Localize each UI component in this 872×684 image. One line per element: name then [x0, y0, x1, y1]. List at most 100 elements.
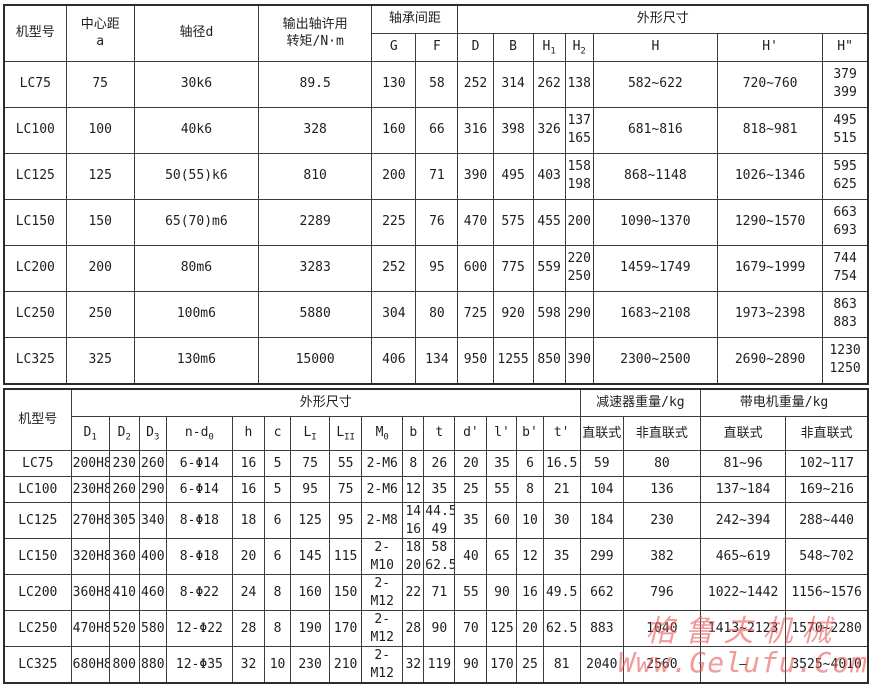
header-bearing-span: 轴承间距: [372, 5, 458, 33]
value-cell: 2040: [580, 647, 623, 684]
value-cell: 8: [265, 611, 291, 647]
value-cell: 32: [403, 647, 424, 684]
value-cell: 230H8: [71, 477, 109, 503]
value-cell: 465~619: [701, 539, 786, 575]
value-cell: 49.5: [543, 575, 580, 611]
header-col-direct-coupled: 直联式: [580, 417, 623, 451]
header-col-t-prime: t': [543, 417, 580, 451]
value-cell: 150: [330, 575, 362, 611]
value-cell: 595 625: [823, 153, 868, 199]
header-col-non-direct-coupled: 非直联式: [623, 417, 700, 451]
value-cell: 8-Φ18: [166, 539, 232, 575]
value-cell: 200: [372, 153, 416, 199]
value-cell: 580: [139, 611, 166, 647]
value-cell: 55: [330, 451, 362, 477]
value-cell: 170: [487, 647, 517, 684]
value-cell: 12: [517, 539, 543, 575]
value-cell: 28: [232, 611, 264, 647]
model-cell: LC200: [4, 575, 71, 611]
value-cell: 8: [517, 477, 543, 503]
value-cell: 95: [416, 245, 458, 291]
header-col-LI: LI: [291, 417, 330, 451]
header-overall-dims: 外形尺寸: [71, 389, 580, 417]
model-cell: LC125: [4, 153, 66, 199]
value-cell: 252: [372, 245, 416, 291]
value-cell: 382: [623, 539, 700, 575]
value-cell: 328: [259, 107, 372, 153]
value-cell: 920: [493, 291, 533, 337]
value-cell: 1230 1250: [823, 337, 868, 384]
value-cell: 6: [517, 451, 543, 477]
model-cell: LC325: [4, 337, 66, 384]
value-cell: 8: [403, 451, 424, 477]
value-cell: 744 754: [823, 245, 868, 291]
model-cell: LC125: [4, 503, 71, 539]
value-cell: 8: [265, 575, 291, 611]
value-cell: 598: [533, 291, 565, 337]
value-cell: 90: [487, 575, 517, 611]
value-cell: 14 16: [403, 503, 424, 539]
header-center-distance: 中心距 a: [66, 5, 134, 61]
value-cell: 75: [330, 477, 362, 503]
value-cell: 18: [232, 503, 264, 539]
header-col-B: B: [493, 33, 533, 61]
value-cell: 28: [403, 611, 424, 647]
value-cell: 403: [533, 153, 565, 199]
value-cell: 305: [109, 503, 139, 539]
header-col-H-double-prime: H": [823, 33, 868, 61]
header-col-H: H: [593, 33, 717, 61]
value-cell: 169~216: [786, 477, 868, 503]
value-cell: 582~622: [593, 61, 717, 107]
header-col-l-prime: l': [487, 417, 517, 451]
value-cell: 220 250: [565, 245, 593, 291]
header-col-H-prime: H': [717, 33, 822, 61]
value-cell: 260: [109, 477, 139, 503]
value-cell: 5: [265, 477, 291, 503]
value-cell: 200: [565, 199, 593, 245]
value-cell: 95: [330, 503, 362, 539]
value-cell: 90: [424, 611, 455, 647]
value-cell: 60: [487, 503, 517, 539]
value-cell: 304: [372, 291, 416, 337]
model-cell: LC250: [4, 611, 71, 647]
value-cell: 5880: [259, 291, 372, 337]
value-cell: 95: [291, 477, 330, 503]
header-model: 机型号: [4, 5, 66, 61]
value-cell: 6-Φ14: [166, 477, 232, 503]
value-cell: 320H8: [71, 539, 109, 575]
value-cell: 200H8: [71, 451, 109, 477]
value-cell: 16: [517, 575, 543, 611]
header-col-b: b: [403, 417, 424, 451]
value-cell: 20: [517, 611, 543, 647]
value-cell: 55: [455, 575, 487, 611]
upper-table-header: 机型号 中心距 a 轴径d 输出轴许用 转矩/N·m 轴承间距 外形尺寸 G F…: [4, 5, 868, 61]
value-cell: 58 62.5: [424, 539, 455, 575]
value-cell: 12: [403, 477, 424, 503]
value-cell: 1683~2108: [593, 291, 717, 337]
value-cell: 225: [372, 199, 416, 245]
model-cell: LC100: [4, 477, 71, 503]
value-cell: 1156~1576: [786, 575, 868, 611]
model-cell: LC150: [4, 199, 66, 245]
value-cell: 796: [623, 575, 700, 611]
value-cell: 2690~2890: [717, 337, 822, 384]
value-cell: 115: [330, 539, 362, 575]
value-cell: 2-M12: [362, 647, 403, 684]
value-cell: 30k6: [134, 61, 258, 107]
value-cell: 130: [372, 61, 416, 107]
value-cell: 400: [139, 539, 166, 575]
header-col-h: h: [232, 417, 264, 451]
value-cell: 90: [455, 647, 487, 684]
value-cell: 40k6: [134, 107, 258, 153]
value-cell: 160: [372, 107, 416, 153]
value-cell: 80m6: [134, 245, 258, 291]
value-cell: 775: [493, 245, 533, 291]
value-cell: 260: [139, 451, 166, 477]
